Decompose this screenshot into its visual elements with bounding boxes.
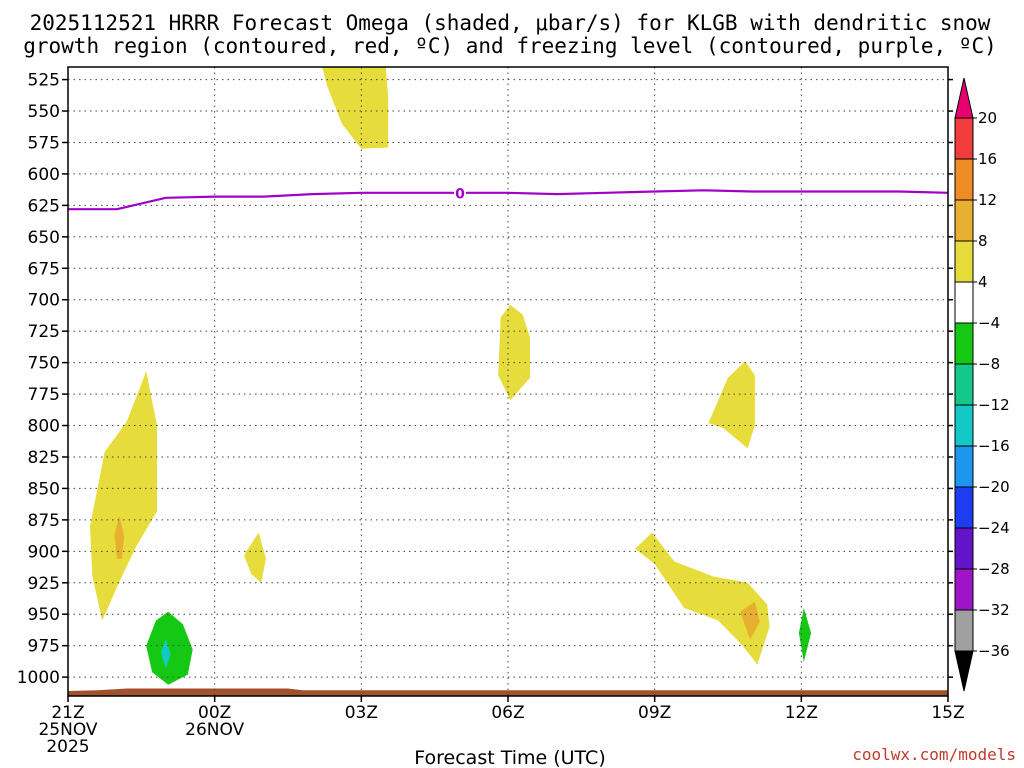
colorbar-swatch-7 — [954, 363, 974, 406]
x-tick-label-1-0: 00Z — [198, 703, 231, 723]
omega-region-6 — [635, 532, 770, 665]
omega-region-9 — [146, 611, 193, 685]
y-tick-label-525: 525 — [28, 71, 60, 91]
colorbar-swatch-5 — [954, 281, 974, 324]
colorbar-label-8: −16 — [978, 437, 1010, 455]
omega-region-5 — [244, 532, 266, 583]
freezing-level-label: 0 — [455, 186, 465, 202]
colorbar-swatch-10 — [954, 486, 974, 529]
colorbar-label-6: −8 — [978, 355, 1000, 373]
y-tick-label-850: 850 — [28, 479, 60, 499]
terrain-layer — [68, 688, 948, 696]
grid-lines — [68, 67, 948, 696]
x-tick-label-5-0: 12Z — [785, 703, 818, 723]
omega-region-7 — [114, 516, 125, 559]
y-tick-label-750: 750 — [28, 354, 60, 374]
y-tick-label-825: 825 — [28, 448, 60, 468]
y-tick-label-625: 625 — [28, 196, 60, 216]
colorbar-swatch-6 — [954, 322, 974, 365]
omega-region-11 — [798, 607, 812, 662]
y-tick-label-575: 575 — [28, 133, 60, 153]
omega-region-10 — [160, 639, 171, 669]
colorbar-label-2: 12 — [978, 191, 997, 209]
y-tick-label-975: 975 — [28, 637, 60, 657]
omega-region-4 — [90, 371, 157, 621]
freezing-level-layer: 0 — [68, 184, 949, 211]
y-tick-label-675: 675 — [28, 259, 60, 279]
colorbar-label-7: −12 — [978, 396, 1010, 414]
omega-region-3 — [708, 361, 755, 449]
x-tick-label-0-0: 21Z — [51, 703, 84, 723]
x-tick-label-0-1: 25NOV — [38, 720, 97, 740]
y-tick-label-600: 600 — [28, 165, 60, 185]
colorbar-label-5: −4 — [978, 314, 1000, 332]
colorbar-swatch-3 — [954, 199, 974, 242]
y-tick-label-950: 950 — [28, 605, 60, 625]
y-axis: 525 550 575 600 625 650 675 700 725 750 775 800 825 8… — [17, 71, 953, 688]
omega-region-1 — [322, 67, 389, 149]
y-tick-label-1000: 1000 — [17, 668, 60, 688]
colorbar-top-arrow — [954, 77, 974, 119]
y-tick-label-550: 550 — [28, 102, 60, 122]
y-tick-label-725: 725 — [28, 322, 60, 342]
colorbar: 20 16 12 8 4 −4 −8 −12 −16 −20 −24 −28 −32 −36 — [954, 77, 1010, 692]
colorbar-swatch-9 — [954, 445, 974, 488]
x-tick-label-4-0: 09Z — [638, 703, 671, 723]
colorbar-swatch-12 — [954, 568, 974, 611]
credit-link[interactable]: coolwx.com/models — [852, 745, 1016, 764]
x-tick-label-2-0: 03Z — [345, 703, 378, 723]
colorbar-label-1: 16 — [978, 150, 997, 168]
y-tick-label-700: 700 — [28, 291, 60, 311]
x-tick-label-0-2: 2025 — [46, 737, 89, 757]
colorbar-swatch-13 — [954, 609, 974, 652]
y-tick-label-900: 900 — [28, 542, 60, 562]
x-tick-label-3-0: 06Z — [491, 703, 524, 723]
y-tick-label-925: 925 — [28, 574, 60, 594]
colorbar-swatch-11 — [954, 527, 974, 570]
colorbar-label-10: −24 — [978, 519, 1010, 537]
omega-region-8 — [740, 601, 760, 640]
y-tick-label-650: 650 — [28, 228, 60, 248]
colorbar-swatch-8 — [954, 404, 974, 447]
chart-title: 2025112521 HRRR Forecast Omega (shaded, … — [23, 11, 997, 58]
colorbar-label-9: −20 — [978, 478, 1010, 496]
freezing-level-label-bg — [454, 184, 466, 203]
y-tick-label-800: 800 — [28, 417, 60, 437]
x-tick-label-6-0: 15Z — [931, 703, 964, 723]
y-tick-label-875: 875 — [28, 511, 60, 531]
omega-shaded-regions — [90, 67, 812, 685]
terrain-band — [68, 688, 948, 696]
omega-region-2 — [498, 304, 530, 401]
x-axis-label: Forecast Time (UTC) — [414, 747, 605, 768]
colorbar-label-13: −36 — [978, 642, 1010, 660]
colorbar-label-0: 20 — [978, 109, 997, 127]
colorbar-swatch-1 — [954, 117, 974, 160]
colorbar-swatch-2 — [954, 158, 974, 201]
freezing-level-line — [68, 189, 949, 211]
colorbar-swatch-4 — [954, 240, 974, 283]
colorbar-label-4: 4 — [978, 273, 988, 291]
title-line-1: 2025112521 HRRR Forecast Omega (shaded, … — [30, 11, 991, 35]
colorbar-label-11: −28 — [978, 560, 1010, 578]
colorbar-label-3: 8 — [978, 232, 988, 250]
title-line-2: growth region (contoured, red, ºC) and f… — [23, 34, 997, 58]
colorbar-label-12: −32 — [978, 601, 1010, 619]
y-tick-label-775: 775 — [28, 385, 60, 405]
x-tick-label-1-1: 26NOV — [185, 720, 244, 740]
colorbar-bottom-arrow — [954, 650, 974, 692]
